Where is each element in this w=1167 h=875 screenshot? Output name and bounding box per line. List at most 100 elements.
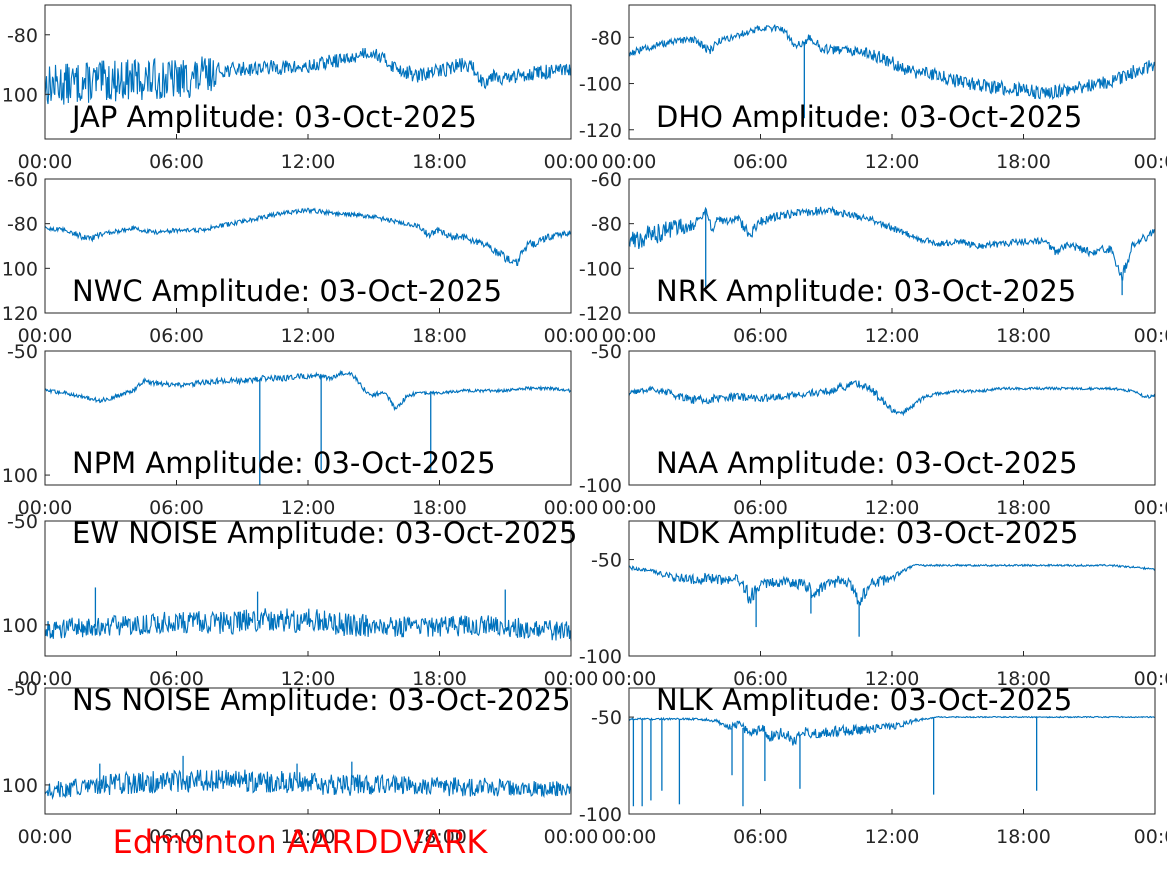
panel-title: NS NOISE Amplitude: 03-Oct-2025 xyxy=(72,683,571,717)
y-tick-label: -100 xyxy=(579,804,622,826)
station-label: Edmonton AARDDVARK xyxy=(113,823,489,861)
y-tick-label: -50 xyxy=(7,678,38,700)
plot-area xyxy=(45,351,571,485)
panel-naa: 00:00 06:00 12:00 18:00 00:0 -50 -100 NAA Ampli… xyxy=(579,341,1167,519)
x-tick-label: 00:0 xyxy=(1134,497,1167,519)
y-tick-label: 100 xyxy=(2,84,38,106)
x-tick-label: 00:00 xyxy=(544,668,599,690)
panel-jap: 00:00 06:00 12:00 18:00 00:00 -80 100 JAP Ampli… xyxy=(2,4,599,173)
x-tick-label: 00:00 xyxy=(602,151,657,173)
x-tick-label: 18:00 xyxy=(412,497,467,519)
panel-npm: 00:00 06:00 12:00 18:00 00:00 -50 100 NPM Ampli… xyxy=(2,341,599,519)
x-tick-label: 18:00 xyxy=(996,668,1051,690)
x-tick-label: 00:00 xyxy=(602,325,657,347)
x-tick-label: 18:00 xyxy=(996,826,1051,848)
plot-area xyxy=(45,521,571,656)
panel-title: NLK Amplitude: 03-Oct-2025 xyxy=(656,683,1072,717)
panel-ndk: 00:00 06:00 12:00 18:00 00:0 -50 -100 NDK Ampli… xyxy=(579,516,1167,690)
x-tick-label: 18:00 xyxy=(412,325,467,347)
y-tick-label: -50 xyxy=(591,341,622,363)
x-tick-label: 12:00 xyxy=(281,497,336,519)
plot-area xyxy=(45,688,571,814)
x-tick-label: 12:00 xyxy=(281,668,336,690)
y-tick-label: -60 xyxy=(7,169,38,191)
x-tick-label: 00:00 xyxy=(18,151,73,173)
x-tick-label: 00:00 xyxy=(18,668,73,690)
x-tick-label: 06:00 xyxy=(149,497,204,519)
panel-title: NAA Amplitude: 03-Oct-2025 xyxy=(656,446,1078,480)
x-tick-label: 18:00 xyxy=(996,325,1051,347)
x-tick-label: 00:0 xyxy=(1134,668,1167,690)
panel-ew_noise: 00:00 06:00 12:00 18:00 00:00 -50 100 EW NOISE … xyxy=(2,511,599,690)
plot-area xyxy=(629,688,1155,814)
plot-area xyxy=(629,351,1155,485)
x-tick-label: 12:00 xyxy=(281,151,336,173)
x-tick-label: 06:00 xyxy=(149,668,204,690)
series-line-npm xyxy=(45,369,571,412)
x-tick-label: 06:00 xyxy=(733,497,788,519)
x-tick-label: 00:00 xyxy=(18,325,73,347)
panel-nlk: 00:00 06:00 12:00 18:00 00:0 -50 -100 NLK Ampli… xyxy=(579,683,1167,848)
x-tick-label: 12:00 xyxy=(865,497,920,519)
series-line-naa xyxy=(629,380,1155,417)
x-tick-label: 00:00 xyxy=(602,826,657,848)
y-tick-label: 100 xyxy=(2,258,38,280)
x-tick-label: 06:00 xyxy=(733,826,788,848)
panel-ns_noise: 00:00 06:00 12:00 18:00 00:00 -50 100 NS NOISE … xyxy=(2,678,599,848)
y-tick-label: 120 xyxy=(2,303,38,325)
x-tick-label: 12:00 xyxy=(865,151,920,173)
x-tick-label: 12:00 xyxy=(281,325,336,347)
y-tick-label: -100 xyxy=(579,74,622,96)
series-line-ew_noise xyxy=(45,608,571,642)
y-tick-label: -50 xyxy=(591,707,622,729)
x-tick-label: 00:00 xyxy=(602,497,657,519)
y-tick-label: -100 xyxy=(579,646,622,668)
y-tick-label: -50 xyxy=(7,511,38,533)
panel-title: EW NOISE Amplitude: 03-Oct-2025 xyxy=(72,516,577,550)
y-tick-label: -100 xyxy=(579,258,622,280)
series-line-dho xyxy=(629,24,1155,101)
y-tick-label: -120 xyxy=(579,120,622,142)
x-tick-label: 00:00 xyxy=(544,151,599,173)
x-tick-label: 18:00 xyxy=(996,497,1051,519)
x-tick-label: 18:00 xyxy=(412,826,467,848)
x-tick-label: 06:00 xyxy=(733,151,788,173)
x-tick-label: 12:00 xyxy=(865,668,920,690)
y-tick-label: -120 xyxy=(579,303,622,325)
x-tick-label: 06:00 xyxy=(733,325,788,347)
x-tick-label: 00:0 xyxy=(1134,151,1167,173)
panel-title: NPM Amplitude: 03-Oct-2025 xyxy=(72,446,496,480)
x-tick-label: 12:00 xyxy=(865,826,920,848)
panel-title: NDK Amplitude: 03-Oct-2025 xyxy=(656,516,1078,550)
x-tick-label: 00:00 xyxy=(544,325,599,347)
series-line-nlk xyxy=(629,715,1155,746)
y-tick-label: 100 xyxy=(2,465,38,487)
panel-nrk: 00:00 06:00 12:00 18:00 00:0 -60 -80 -100 -120 NR… xyxy=(579,169,1167,347)
x-tick-label: 00:00 xyxy=(544,826,599,848)
series-line-ns_noise xyxy=(45,769,571,800)
y-tick-label: -50 xyxy=(7,341,38,363)
y-tick-label: -80 xyxy=(7,214,38,236)
series-line-nwc xyxy=(45,207,571,266)
panel-dho: 00:00 06:00 12:00 18:00 00:0 -80 -100 -120 DHO A… xyxy=(579,4,1167,173)
y-tick-label: 100 xyxy=(2,775,38,797)
x-tick-label: 00:0 xyxy=(1134,325,1167,347)
x-tick-label: 06:00 xyxy=(149,151,204,173)
y-tick-label: 100 xyxy=(2,615,38,637)
x-tick-label: 12:00 xyxy=(281,826,336,848)
x-tick-label: 06:00 xyxy=(733,668,788,690)
x-tick-label: 00:00 xyxy=(544,497,599,519)
y-tick-label: -50 xyxy=(591,550,622,572)
panel-title: JAP Amplitude: 03-Oct-2025 xyxy=(70,100,477,134)
y-tick-label: -100 xyxy=(579,475,622,497)
x-tick-label: 06:00 xyxy=(149,325,204,347)
plot-area xyxy=(629,5,1155,139)
y-tick-label: -80 xyxy=(7,25,38,47)
plot-area xyxy=(629,521,1155,656)
x-tick-label: 12:00 xyxy=(865,325,920,347)
series-line-ndk xyxy=(629,563,1155,606)
plot-area xyxy=(629,179,1155,313)
x-tick-label: 18:00 xyxy=(412,668,467,690)
y-tick-label: -80 xyxy=(591,27,622,49)
